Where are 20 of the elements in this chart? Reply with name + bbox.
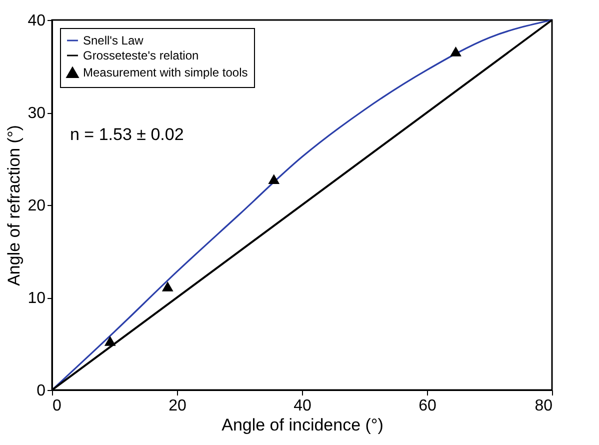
x-tick-label: 60: [418, 398, 436, 414]
legend-label: Grosseteste's relation: [83, 48, 199, 62]
y-tick-label: 20: [28, 198, 46, 214]
point: [162, 281, 174, 292]
legend-label: Snell's Law: [83, 34, 144, 48]
legend-label: Measurement with simple tools: [83, 66, 248, 80]
point: [268, 174, 280, 184]
y-tick-label: 10: [28, 290, 46, 307]
point: [104, 336, 116, 346]
x-tick-label: 80: [534, 398, 553, 414]
x-tick-label: 0: [52, 398, 62, 414]
x-axis-title: Angle of incidence (°): [222, 416, 384, 434]
y-axis-title: Angle of refraction (°): [4, 125, 24, 286]
annotation: n = 1.53 ± 0.02: [70, 125, 184, 144]
x-tick-label: 40: [294, 398, 312, 414]
x-tick-label: 20: [168, 398, 186, 414]
point: [450, 46, 462, 56]
y-tick-label: 40: [28, 12, 46, 30]
y-tick-label: 30: [28, 105, 46, 122]
y-tick-label: 0: [36, 382, 46, 400]
